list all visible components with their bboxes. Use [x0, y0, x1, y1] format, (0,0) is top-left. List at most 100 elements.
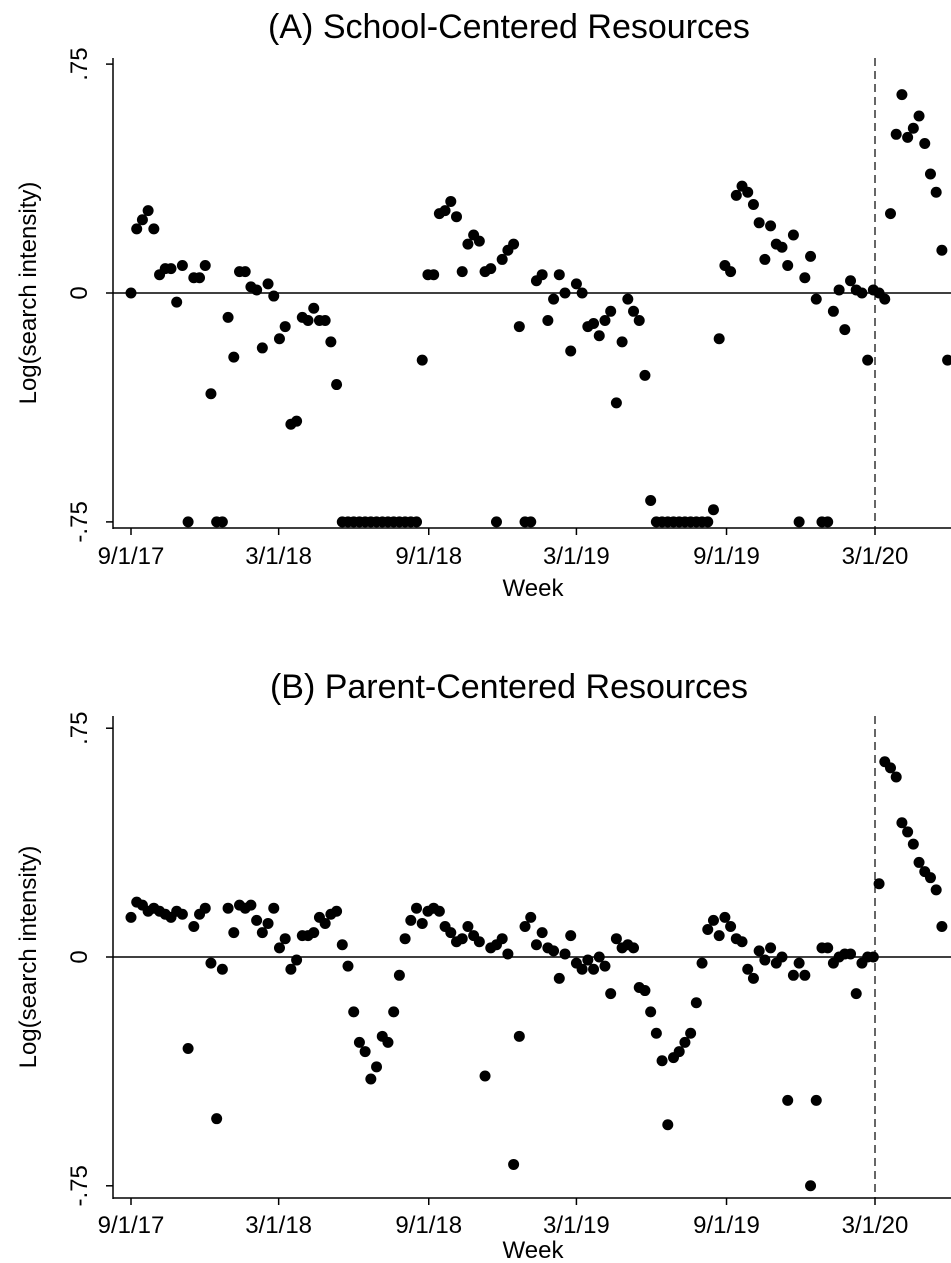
data-point [456, 266, 468, 278]
data-point [553, 972, 565, 984]
data-point [862, 354, 874, 366]
data-point [251, 914, 263, 926]
data-point [462, 238, 474, 250]
data-point [445, 195, 457, 207]
data-point [713, 930, 725, 942]
data-point [433, 905, 445, 917]
chart-panel-b: (B) Parent-Centered Resources -.75 0 .75 Log… [15, 668, 951, 1263]
data-point [685, 1027, 697, 1039]
data-point [628, 942, 640, 954]
data-point [725, 266, 737, 278]
data-point [125, 911, 137, 923]
x-tick-label: 3/1/20 [842, 1212, 909, 1239]
data-point [570, 278, 582, 290]
data-point [845, 275, 857, 287]
data-point [262, 278, 274, 290]
data-point [439, 205, 451, 217]
data-point [793, 957, 805, 969]
y-tick-label: .75 [66, 47, 93, 80]
data-point [479, 1070, 491, 1082]
data-point [765, 220, 777, 232]
data-point [593, 951, 605, 963]
data-point [211, 1113, 223, 1125]
data-point [930, 884, 942, 896]
data-point [896, 89, 908, 101]
data-point [924, 872, 936, 884]
data-point [331, 905, 343, 917]
data-point [536, 927, 548, 939]
data-point [222, 902, 234, 914]
data-point [593, 330, 605, 342]
data-point [736, 936, 748, 948]
data-point [176, 260, 188, 272]
data-point [782, 1094, 794, 1106]
data-point [308, 927, 320, 939]
data-point [890, 771, 902, 783]
data-point [605, 988, 617, 1000]
data-point [576, 963, 588, 975]
data-point [907, 838, 919, 850]
data-point [622, 293, 634, 305]
data-point [411, 902, 423, 914]
data-point [742, 186, 754, 198]
data-point [656, 1055, 668, 1067]
data-point [890, 128, 902, 140]
data-point [353, 1036, 365, 1048]
data-point [285, 963, 297, 975]
data-point [319, 314, 331, 326]
data-point [730, 189, 742, 201]
data-point [799, 969, 811, 981]
data-point [542, 314, 554, 326]
data-point [125, 287, 137, 299]
data-point [205, 957, 217, 969]
data-point [913, 856, 925, 868]
x-tick-label: 3/1/19 [543, 1212, 610, 1239]
data-point [702, 924, 714, 936]
data-point [416, 354, 428, 366]
data-point [199, 902, 211, 914]
data-point [445, 927, 457, 939]
data-point [576, 287, 588, 299]
data-point [588, 318, 600, 330]
data-point [885, 208, 896, 220]
x-tick-label: 9/1/19 [693, 543, 760, 570]
data-point [588, 963, 600, 975]
data-point [508, 1158, 520, 1170]
data-point [942, 354, 951, 366]
data-point [822, 942, 834, 954]
data-point [645, 1006, 657, 1018]
data-point [605, 305, 617, 317]
x-tick-label: 9/1/18 [395, 1212, 462, 1239]
data-points [125, 89, 951, 528]
data-point [245, 899, 257, 911]
data-point [371, 1061, 383, 1073]
data-point [896, 817, 908, 829]
data-point [599, 314, 611, 326]
data-point [205, 388, 217, 400]
y-tick-label: -.75 [66, 1165, 93, 1206]
data-point [428, 269, 440, 281]
chart-title: (A) School-Centered Resources [268, 8, 750, 46]
data-point [810, 1094, 822, 1106]
data-point [747, 972, 759, 984]
data-point [388, 1006, 400, 1018]
data-point [273, 333, 285, 345]
data-point [513, 321, 525, 333]
data-point [765, 942, 777, 954]
data-point [182, 516, 194, 528]
data-point [142, 205, 154, 217]
data-point [199, 260, 211, 272]
data-point [525, 911, 537, 923]
data-point [473, 936, 485, 948]
data-point [513, 1030, 525, 1042]
data-point [662, 1119, 674, 1131]
data-point [799, 272, 811, 284]
data-point [742, 963, 754, 975]
data-point [919, 137, 931, 149]
data-point [530, 939, 542, 951]
x-tick-label: 9/1/17 [98, 1212, 165, 1239]
data-point [690, 997, 702, 1009]
data-point [753, 945, 765, 957]
data-point [485, 263, 497, 275]
